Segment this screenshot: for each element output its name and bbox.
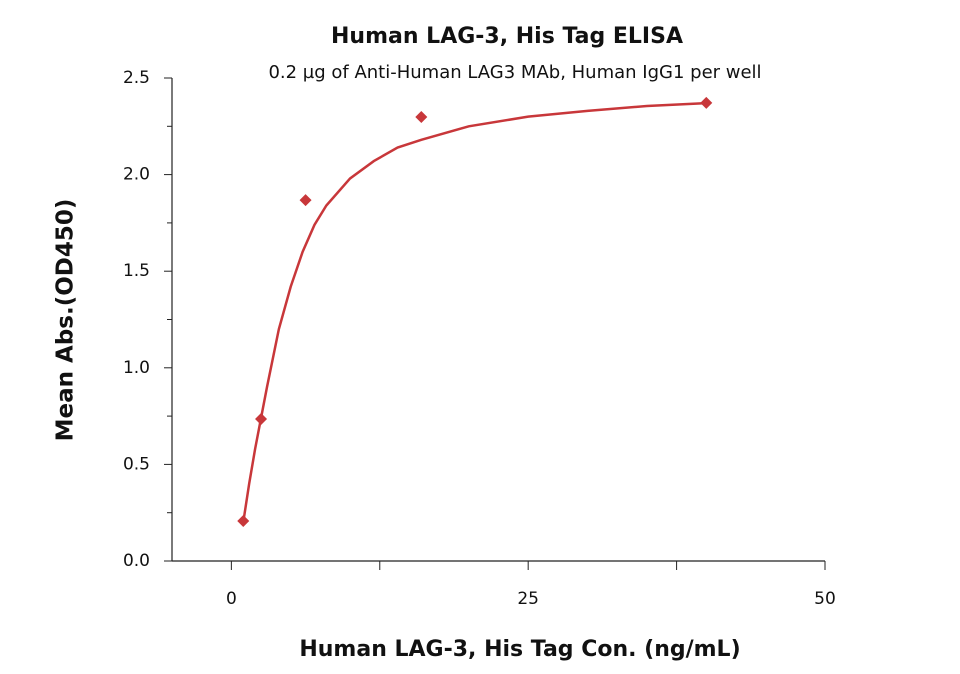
y-tick-label: 2.5 (123, 68, 150, 88)
y-axis-label: Mean Abs.(OD450) (53, 199, 79, 442)
x-tick-label: 25 (517, 589, 539, 609)
x-axis-label: Human LAG-3, His Tag Con. (ng/mL) (299, 637, 740, 662)
chart-title: Human LAG-3, His Tag ELISA (331, 24, 683, 49)
y-tick-label: 0.0 (123, 551, 150, 571)
x-tick-label: 50 (814, 589, 836, 609)
data-point (700, 96, 713, 109)
x-tick-label: 0 (226, 589, 237, 609)
y-tick-label: 1.0 (123, 358, 150, 378)
y-tick-label: 1.5 (123, 261, 150, 281)
data-point (299, 194, 312, 207)
fit-curve (242, 101, 707, 523)
y-tick-label: 2.0 (123, 165, 150, 185)
data-point (415, 111, 428, 124)
chart-subtitle: 0.2 µg of Anti-Human LAG3 MAb, Human IgG… (268, 62, 761, 83)
y-tick-label: 0.5 (123, 454, 150, 474)
